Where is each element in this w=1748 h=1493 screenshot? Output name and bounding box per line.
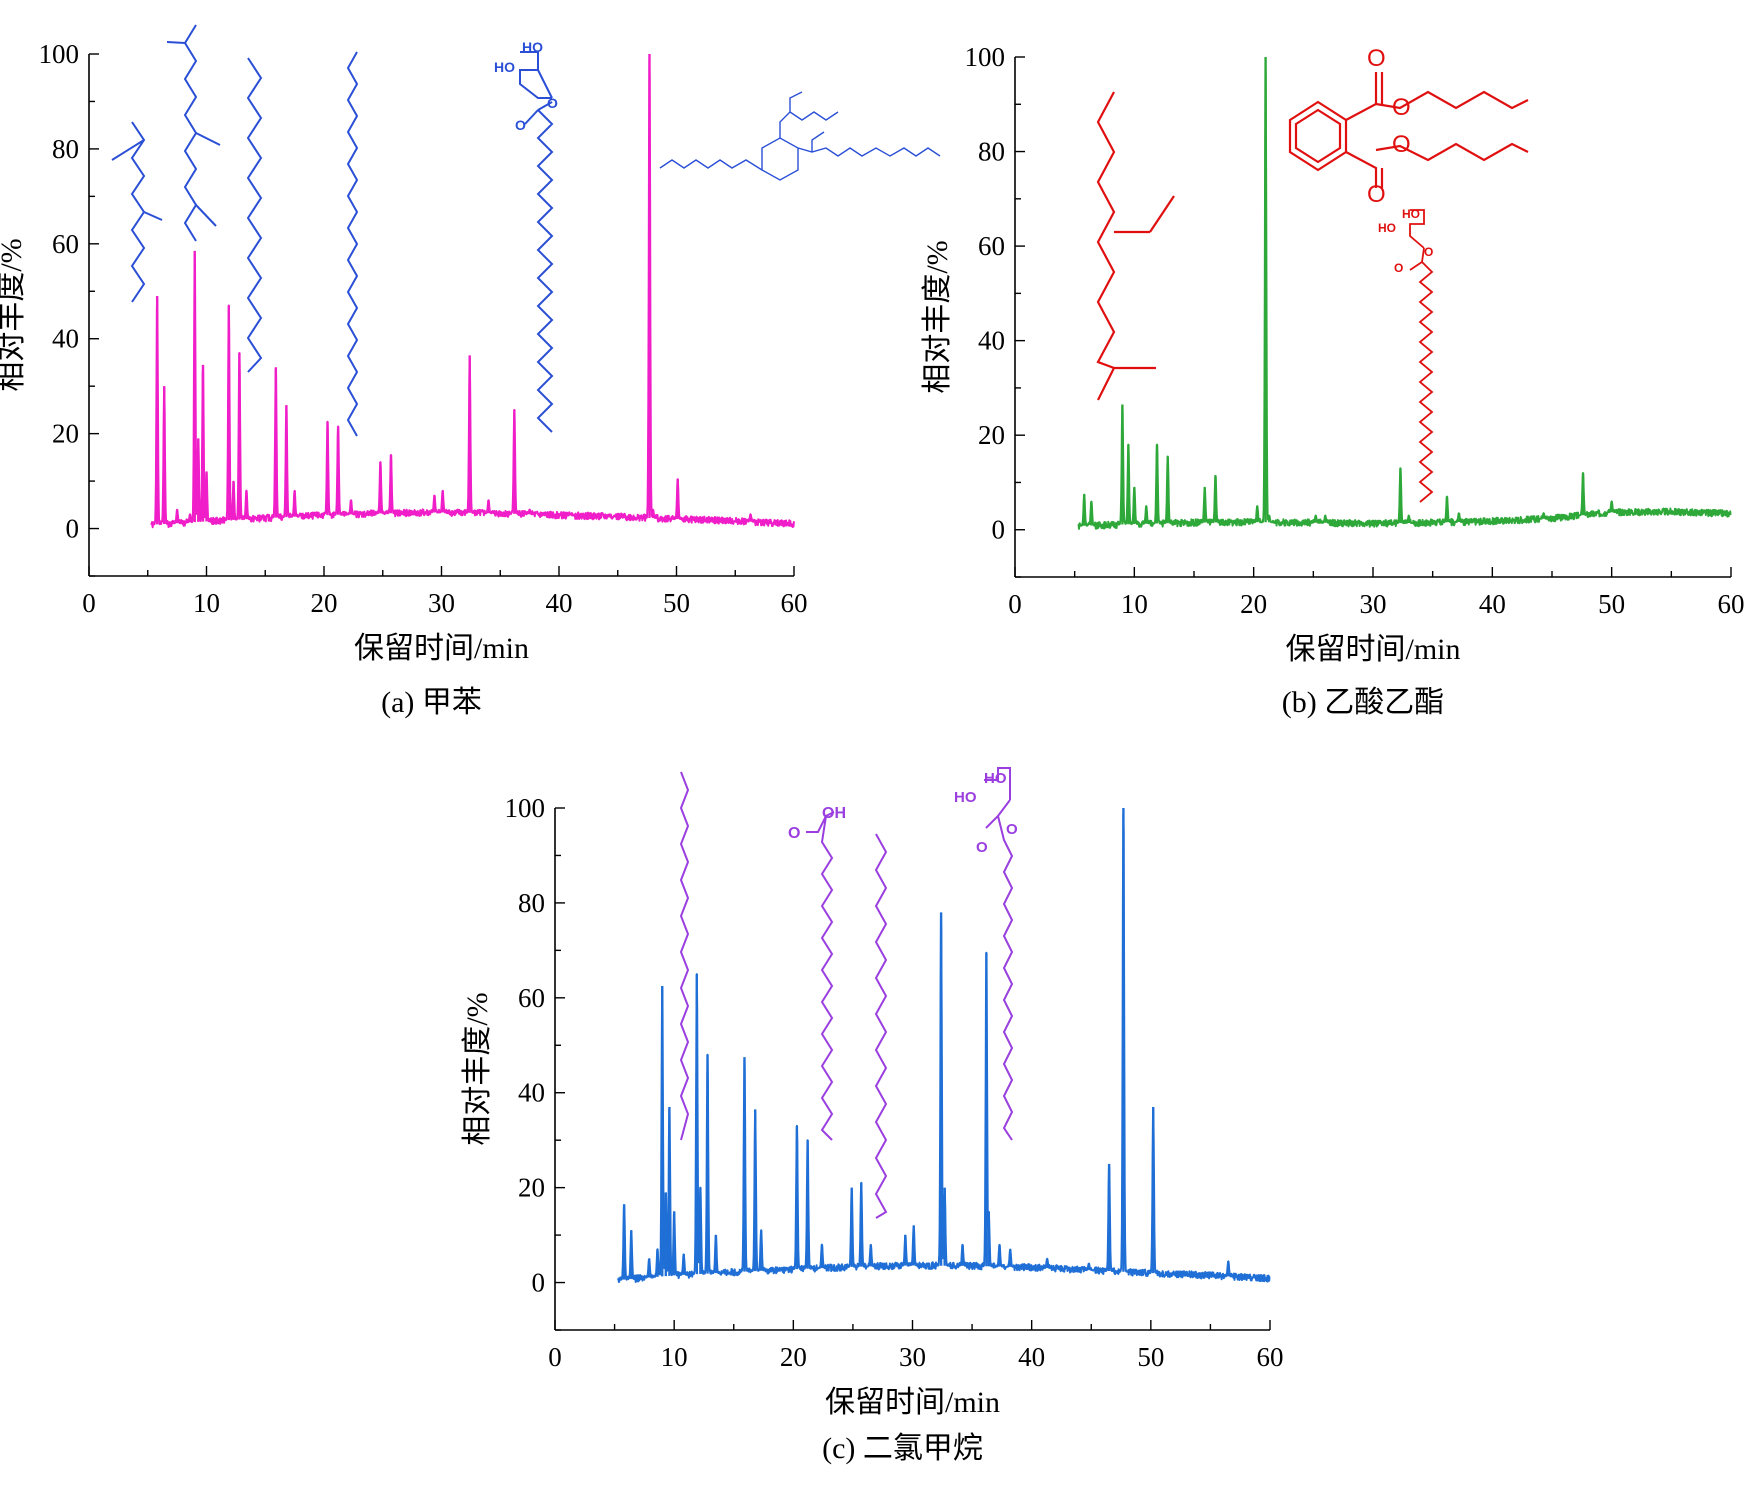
o-label: O [1392,94,1411,121]
o-label: O [1367,181,1386,208]
x-axis-label: 保留时间/min [1285,633,1460,666]
y-axis-label: 相对丰度/% [461,992,494,1145]
branched-alkane-icon [166,41,186,44]
x-tick-label: 20 [1240,589,1267,619]
ho-label: HO [494,59,515,75]
y-tick-label: 40 [52,324,79,354]
branched-alkane-icon [143,211,163,221]
chromatogram-trace [1077,62,1732,530]
y-tick-label: 20 [978,420,1005,450]
plot-area-b: 0 10 20 30 40 50 60 0 20 40 60 80 100 保留时间/min 相对丰度/% (… [921,42,1745,719]
y-tick-label: 100 [965,42,1006,72]
ho-label: HO [954,789,977,806]
x-tick-label: 0 [1008,589,1022,619]
x-tick-label: 20 [311,588,338,618]
n-alkane-icon [246,57,263,373]
x-tick-label: 50 [663,588,690,618]
x-tick-label: 50 [1598,589,1625,619]
structure-annotations-b-text: O O O O HO HO O O [1367,45,1433,275]
chart-panel-b: 0 10 20 30 40 50 60 0 20 40 60 80 100 保留时间/min 相对丰度/% (… [921,42,1745,719]
x-tick-label: 0 [548,1342,562,1372]
y-tick-label: 0 [66,514,80,544]
branched-alkane-icon [111,139,145,161]
x-tick-label: 10 [193,588,220,618]
branched-alkane-icon [195,132,221,146]
x-tick-label: 50 [1137,1342,1164,1372]
y-tick-label: 80 [518,888,545,918]
o-label: O [515,117,526,133]
chart-panel-a: 0 10 20 30 40 50 60 0 20 40 60 80 100 保留时间/min 相对丰度/% (… [0,24,941,719]
y-tick-label: 40 [978,326,1005,356]
panel-caption: (b) 乙酸乙酯 [1282,686,1444,719]
structure-annotations-c [679,767,1014,1219]
x-axis-label: 保留时间/min [825,1386,1000,1419]
x-tick-label: 40 [546,588,573,618]
ho-label: HO [984,770,1007,787]
panel-caption: (a) 甲苯 [381,686,482,719]
dibutyl-phthalate-icon [1288,72,1529,188]
x-tick-label: 60 [1257,1342,1284,1372]
x-tick-label: 30 [428,588,455,618]
x-tick-label: 60 [781,588,808,618]
ho-label: HO [522,39,543,55]
x-tick-label: 10 [661,1342,688,1372]
y-tick-label: 80 [978,137,1005,167]
x-tick-label: 30 [899,1342,926,1372]
y-tick-label: 20 [518,1173,545,1203]
chart-panel-c: 0 10 20 30 40 50 60 0 20 40 60 80 100 保留时间/min 相对丰度/% (… [461,767,1284,1465]
o-label: O [1424,245,1433,259]
plot-area-a: 0 10 20 30 40 50 60 0 20 40 60 80 100 保留时间/min 相对丰度/% (… [0,39,808,719]
structure-annotations-b [1096,72,1529,503]
x-axis-label: 保留时间/min [354,632,529,665]
n-alkane-icon [679,771,690,1141]
structure-annotations-a-text: HO HO O O [494,39,558,133]
o-label: O [1367,45,1386,72]
branched-alkane-icon [183,24,198,242]
triester-icon [659,91,941,181]
y-tick-label: 80 [52,134,79,164]
y-tick-label: 60 [52,229,79,259]
o-label: O [1394,261,1403,275]
branched-alkane-icon [195,204,217,227]
branched-alkane-icon [130,121,146,303]
y-tick-label: 20 [52,419,79,449]
y-axis-label: 相对丰度/% [921,240,954,393]
x-tick-label: 40 [1018,1342,1045,1372]
o-label: O [547,95,558,111]
x-tick-label: 60 [1718,589,1745,619]
structure-annotations-a [111,24,941,437]
fatty-acid-icon [806,811,835,1141]
o-label: O [788,825,800,842]
x-tick-label: 20 [780,1342,807,1372]
x-tick-label: 10 [1121,589,1148,619]
monoacylglycerol-icon [984,767,1014,1141]
y-tick-label: 0 [532,1268,546,1298]
y-tick-label: 60 [978,231,1005,261]
monoacylglycerol-icon [519,51,554,433]
n-alkane-icon [874,833,888,1219]
x-tick-label: 40 [1479,589,1506,619]
ho-label: HO [1378,221,1396,235]
plot-area-c: 0 10 20 30 40 50 60 0 20 40 60 80 100 保留时间/min 相对丰度/% (… [461,793,1284,1465]
x-tick-label: 30 [1360,589,1387,619]
ho-label: HO [1402,207,1420,221]
branched-alkane-icon [1096,91,1175,401]
y-tick-label: 100 [505,793,546,823]
y-tick-label: 60 [518,983,545,1013]
y-axis-label: 相对丰度/% [0,238,28,391]
panel-caption: (c) 二氯甲烷 [822,1432,983,1465]
chromatogram-trace [150,59,795,529]
x-tick-label: 0 [82,588,96,618]
oh-label: OH [822,805,846,822]
y-tick-label: 100 [39,39,80,69]
y-tick-label: 40 [518,1078,545,1108]
y-tick-label: 0 [992,515,1006,545]
structure-annotations-c-text: O OH HO HO O O [788,770,1018,856]
monoacylglycerol-icon [1409,209,1434,503]
o-label: O [1392,131,1411,158]
n-alkane-icon [346,51,359,437]
o-label: O [1006,821,1018,838]
o-label: O [976,839,988,856]
